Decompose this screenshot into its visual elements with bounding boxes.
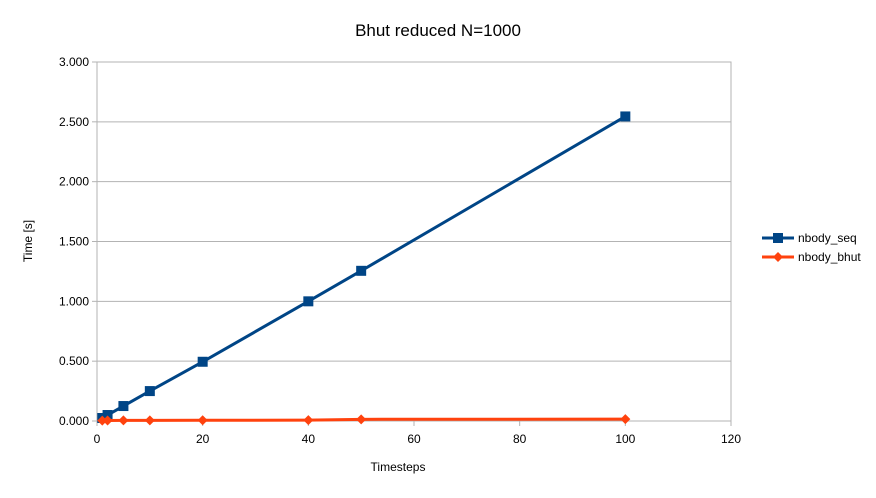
legend-marker xyxy=(773,252,783,262)
data-point xyxy=(144,386,155,397)
legend-label: nbody_seq xyxy=(798,231,857,245)
data-point xyxy=(144,415,155,426)
data-point xyxy=(102,410,113,421)
data-point xyxy=(620,414,631,425)
data-point xyxy=(97,415,108,426)
data-point xyxy=(303,296,314,307)
x-tick-label: 60 xyxy=(407,432,421,446)
x-tick-label: 120 xyxy=(721,432,741,446)
y-tick-label: 1.000 xyxy=(59,294,89,308)
legend-label: nbody_bhut xyxy=(798,250,861,264)
x-tick-label: 80 xyxy=(513,432,527,446)
x-tick-label: 20 xyxy=(196,432,210,446)
x-axis-label: Timesteps xyxy=(371,460,426,474)
data-point xyxy=(118,415,129,426)
y-axis: 0.000 0.500 1.000 1.500 2.000 2.500 3.000 xyxy=(59,55,97,428)
x-tick-label: 0 xyxy=(94,432,101,446)
legend: nbody_seq nbody_bhut xyxy=(762,231,861,264)
data-point xyxy=(303,415,314,426)
data-point xyxy=(197,356,208,367)
y-tick-label: 0.500 xyxy=(59,354,89,368)
chart-title: Bhut reduced N=1000 xyxy=(355,21,521,40)
data-point xyxy=(356,265,367,276)
data-point xyxy=(356,414,367,425)
legend-marker xyxy=(773,233,783,243)
legend-item: nbody_seq xyxy=(762,231,857,245)
y-tick-label: 2.000 xyxy=(59,175,89,189)
x-tick-label: 40 xyxy=(302,432,316,446)
series xyxy=(97,111,631,426)
x-tick-label: 100 xyxy=(615,432,635,446)
y-tick-label: 1.500 xyxy=(59,235,89,249)
data-point xyxy=(197,415,208,426)
series-nbody_bhut xyxy=(97,414,631,426)
y-tick-label: 2.500 xyxy=(59,115,89,129)
data-point xyxy=(620,111,631,122)
y-axis-label: Time [s] xyxy=(21,220,35,262)
y-tick-label: 0.000 xyxy=(59,414,89,428)
data-point xyxy=(118,401,129,412)
data-point xyxy=(102,415,113,426)
y-tick-label: 3.000 xyxy=(59,55,89,69)
legend-item: nbody_bhut xyxy=(762,250,861,264)
x-axis: 0 20 40 60 80 100 120 xyxy=(94,421,741,446)
series-nbody_seq xyxy=(97,111,631,424)
